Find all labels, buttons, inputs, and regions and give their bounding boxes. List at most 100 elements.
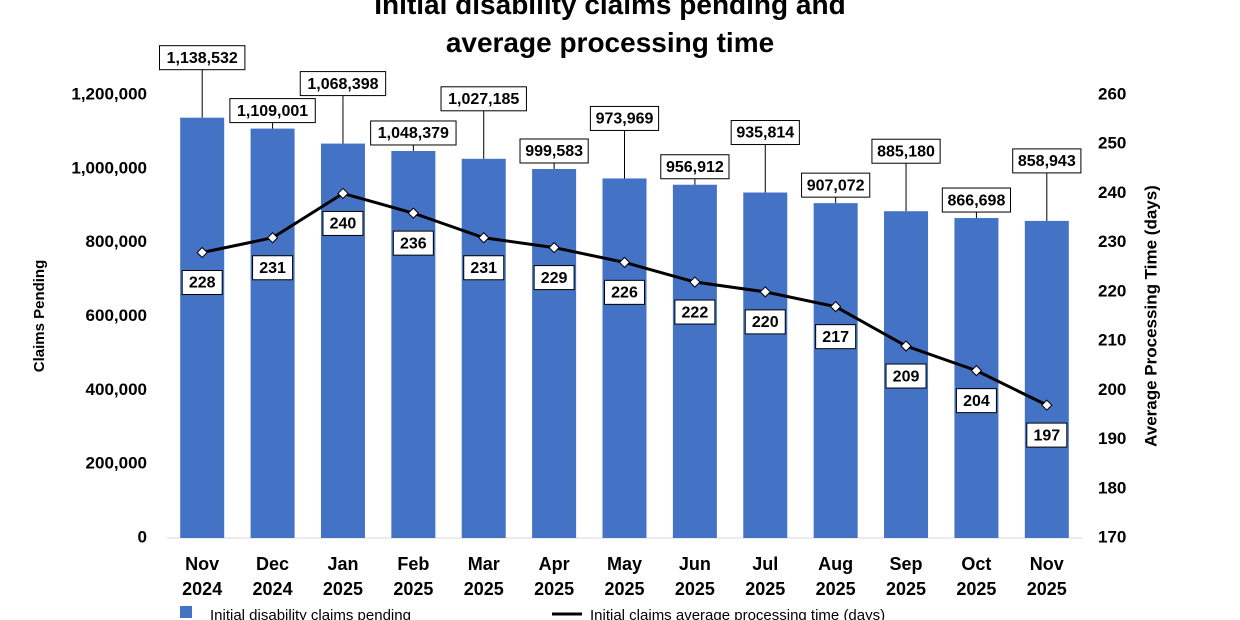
y-tick-label: 0 (138, 527, 147, 546)
bar-value-label-box (158, 45, 246, 71)
bar-value-label-text: 935,814 (736, 125, 794, 142)
bar-value-label: 935,814 (730, 120, 800, 146)
bar-value-label-text: 907,072 (807, 177, 865, 194)
y-tick-label: 400,000 (86, 380, 147, 399)
y2-tick-label: 170 (1098, 527, 1126, 546)
x-tick-label: Jun 2025 (674, 554, 715, 599)
line-value-label: 228 (181, 270, 223, 296)
line-value-label-box (604, 279, 645, 305)
line-marker (266, 232, 279, 244)
x-tick-label: May 2025 (604, 554, 645, 599)
bar-value-label: 973,969 (589, 105, 660, 131)
line-value-label: 226 (604, 279, 645, 305)
x-tick-label: Dec 2024 (252, 554, 293, 599)
bar-value-label-text: 973,969 (596, 111, 654, 128)
line-marker (970, 364, 983, 377)
line-value-label-text: 228 (189, 275, 216, 292)
bar-value-label-box (1012, 148, 1082, 174)
line-marker (337, 187, 349, 200)
bar (320, 143, 365, 538)
line-value-label-text: 217 (822, 329, 849, 346)
bar-value-label-text: 1,068,398 (307, 76, 378, 93)
y-tick-label: 200,000 (86, 454, 147, 473)
line-value-label-box (392, 230, 434, 256)
bar-value-label: 907,072 (801, 172, 871, 198)
bar-value-label-text: 885,180 (877, 143, 935, 160)
line-marker (829, 300, 842, 313)
y2-tick-label: 200 (1098, 380, 1126, 399)
bar-value-label-text: 1,048,379 (378, 125, 449, 142)
bar-value-label: 1,027,185 (440, 86, 527, 112)
legend-label: Initial claims average processing time (… (590, 607, 885, 620)
bar-value-label-box (801, 172, 871, 198)
line-value-label-box (674, 299, 716, 325)
legend-swatch (180, 606, 192, 618)
line-value-label: 217 (815, 324, 857, 350)
bar-value-label-box (941, 187, 1012, 213)
bar-value-label-box (299, 71, 387, 97)
line-value-label: 222 (674, 299, 716, 325)
line-value-label-text: 204 (963, 393, 990, 410)
bar (672, 184, 717, 538)
x-tick-label: Oct 2025 (956, 554, 997, 599)
bar-value-label-box (871, 138, 941, 164)
x-tick-label: Sep 2025 (886, 554, 927, 599)
line-marker (407, 207, 420, 219)
bar-value-label-box (519, 138, 589, 164)
line-value-label-text: 231 (259, 260, 286, 277)
y-tick-label: 800,000 (86, 232, 147, 251)
line-marker (196, 246, 208, 259)
y2-tick-label: 260 (1098, 84, 1126, 103)
y2-tick-label: 250 (1098, 134, 1126, 153)
bar-value-label-text: 1,109,001 (237, 103, 308, 120)
x-tick-label: Aug 2025 (815, 554, 856, 599)
bar-value-label: 1,048,379 (370, 120, 457, 146)
line-value-label-box (955, 388, 997, 414)
y2-tick-label: 180 (1098, 478, 1126, 497)
bar (461, 158, 506, 538)
legend-label: Initial disability claims pending (210, 607, 411, 620)
bar-value-label: 956,912 (660, 154, 730, 180)
line-value-label-text: 222 (682, 304, 709, 321)
bar-value-label-text: 866,698 (948, 192, 1006, 209)
line-value-label-text: 226 (611, 285, 638, 302)
line-value-label-box (533, 265, 575, 291)
y2-tick-label: 230 (1098, 232, 1126, 251)
bar-value-label: 999,583 (519, 138, 589, 164)
bar (180, 117, 225, 538)
line-value-label: 204 (955, 388, 997, 414)
bar (743, 192, 788, 538)
bar-value-label: 1,138,532 (158, 45, 246, 71)
line-marker (548, 241, 560, 254)
line-marker (618, 256, 631, 269)
bar-value-label-box (370, 120, 457, 146)
line-value-label: 197 (1026, 422, 1068, 448)
y-tick-label: 1,000,000 (71, 158, 147, 177)
bar-value-label: 866,698 (941, 187, 1012, 213)
y2-tick-label: 220 (1098, 281, 1126, 300)
bar-value-label-text: 999,583 (525, 143, 583, 160)
bar (532, 168, 577, 538)
bar (250, 128, 295, 538)
line-value-label-box (252, 255, 294, 281)
x-tick-label: Jul 2025 (745, 554, 786, 599)
line-value-label-box (322, 210, 364, 236)
line-marker (759, 286, 771, 298)
line-value-label-text: 236 (400, 235, 427, 252)
y-tick-label: 600,000 (86, 306, 147, 325)
bar (1024, 220, 1069, 539)
line-value-label-text: 231 (470, 260, 497, 277)
line-value-label: 231 (252, 255, 294, 281)
line-value-label-text: 209 (893, 368, 920, 385)
line-marker (900, 340, 912, 352)
x-tick-label: Nov 2025 (1026, 554, 1067, 599)
bar (602, 178, 647, 538)
line-value-label: 209 (885, 363, 927, 389)
line-value-label-box (463, 255, 505, 281)
y2-tick-label: 210 (1098, 331, 1126, 350)
line-value-label: 220 (744, 309, 786, 335)
x-tick-label: Nov 2024 (182, 554, 223, 599)
line-value-label-text: 220 (752, 314, 779, 331)
x-tick-label: Feb 2025 (393, 554, 434, 599)
